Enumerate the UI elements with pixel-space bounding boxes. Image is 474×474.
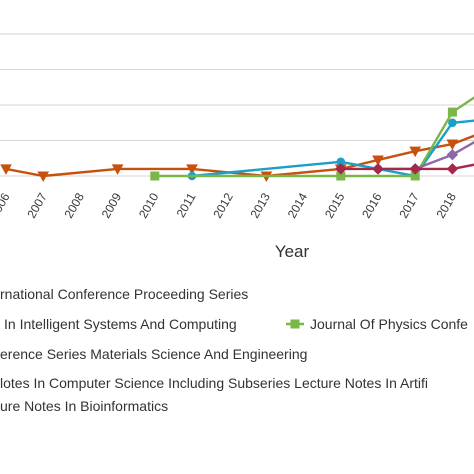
series-line <box>191 119 474 178</box>
data-point <box>335 163 347 175</box>
data-point <box>409 146 422 158</box>
legend-label: Journal Of Physics Confe <box>310 316 468 332</box>
data-point <box>150 171 160 181</box>
legend-entry: ure Notes In Bioinformatics <box>0 398 168 414</box>
series-layer <box>0 96 474 183</box>
data-point <box>409 163 421 175</box>
data-point <box>0 164 12 175</box>
legend-label: In Intelligent Systems And Computing <box>4 316 237 332</box>
data-point <box>446 148 459 161</box>
legend-entry: lotes In Computer Science Including Subs… <box>0 375 428 391</box>
data-point <box>448 118 457 128</box>
data-point <box>37 171 50 183</box>
legend-label: erence Series Materials Science And Engi… <box>0 346 307 362</box>
data-point <box>111 164 124 175</box>
legend: rnational Conference Proceeding Series In… <box>0 286 468 414</box>
legend-entry: In Intelligent Systems And Computing <box>4 316 237 332</box>
legend-label: ure Notes In Bioinformatics <box>0 398 168 414</box>
data-point <box>372 155 384 167</box>
data-point <box>446 163 459 175</box>
legend-entry: Journal Of Physics Confe <box>286 316 468 332</box>
legend-swatch-marker <box>290 319 300 329</box>
legend-entry: erence Series Materials Science And Engi… <box>0 346 307 362</box>
legend-entry: rnational Conference Proceeding Series <box>0 286 248 302</box>
legend-label: rnational Conference Proceeding Series <box>0 286 248 302</box>
x-axis-title: Year <box>275 242 310 261</box>
data-point <box>446 139 459 151</box>
data-point <box>372 163 384 175</box>
series-4 <box>335 163 474 175</box>
data-point <box>447 107 457 117</box>
legend-label: lotes In Computer Science Including Subs… <box>0 375 428 391</box>
data-point <box>186 164 198 175</box>
